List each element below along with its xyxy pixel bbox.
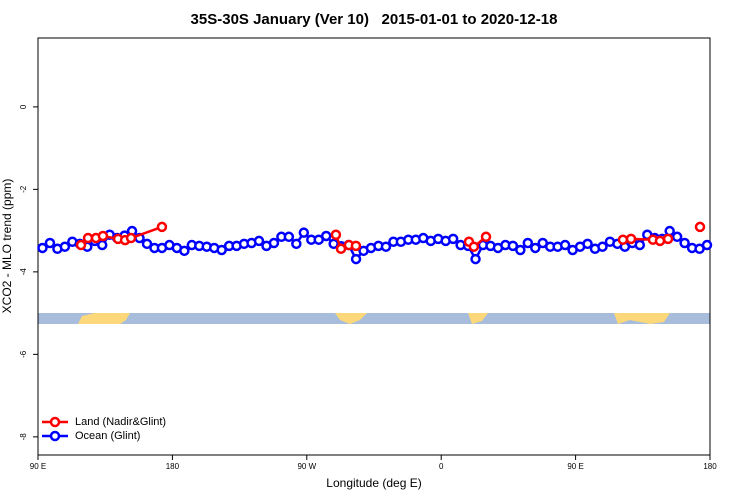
y-tick-label: -8 [19,433,28,441]
land-strip [335,313,367,324]
data-point [268,237,280,249]
legend-marker [49,416,61,428]
data-point [701,239,713,251]
x-tick-label: 90 W [297,462,316,471]
y-tick-label: -2 [19,185,28,193]
x-tick-label: 180 [166,462,180,471]
data-point [141,238,153,250]
data-point [582,238,593,250]
data-point [507,240,519,252]
legend-marker [49,430,61,442]
data-point [522,237,534,249]
data-point [335,243,347,255]
ocean-strip [38,313,710,324]
x-axis-label: Longitude (deg E) [326,476,421,490]
land-strip [78,313,130,324]
data-point [597,241,608,252]
data-point [468,241,480,252]
data-point [283,231,295,243]
data-point [447,233,459,245]
data-point [350,240,362,252]
data-point [320,230,332,242]
data-point [470,253,481,265]
data-point [380,241,392,252]
data-point [37,242,48,254]
land-strip [614,313,670,324]
x-tick-label: 90 E [30,462,46,471]
data-point [559,239,571,251]
data-point [654,235,666,247]
data-point [530,242,541,254]
data-point [662,233,674,245]
data-point [75,239,87,251]
data-point [179,245,190,257]
data-point [97,230,109,242]
data-point [634,239,646,251]
x-tick-label: 90 E [567,462,583,471]
data-point [679,237,690,249]
data-point [298,227,310,238]
data-point [125,232,137,244]
data-point [96,239,108,251]
y-tick-label: -4 [19,268,28,276]
x-tick-label: 0 [439,462,444,471]
data-point [617,234,629,245]
data-point [350,253,362,265]
y-tick-label: -6 [19,350,28,358]
data-point [291,238,302,250]
y-axis-label: XCO2 - MLO trend (ppm) [0,179,14,314]
chart-title: 35S-30S January (Ver 10) 2015-01-01 to 2… [191,11,558,28]
legend-label: Ocean (Glint) [75,430,140,442]
data-point [515,244,526,256]
y-tick-label: 0 [19,104,28,109]
data-point [44,237,56,249]
data-point [59,241,71,252]
data-point [671,231,683,243]
data-point [216,244,227,256]
land-strip [468,313,488,324]
data-point [625,233,637,245]
x-tick-label: 180 [703,462,717,471]
data-point [330,229,342,240]
data-point [694,221,706,233]
data-point [480,231,492,243]
map-strip [38,313,710,324]
data-point [156,221,168,233]
legend-label: Land (Nadir&Glint) [75,416,166,428]
data-point [253,235,265,247]
